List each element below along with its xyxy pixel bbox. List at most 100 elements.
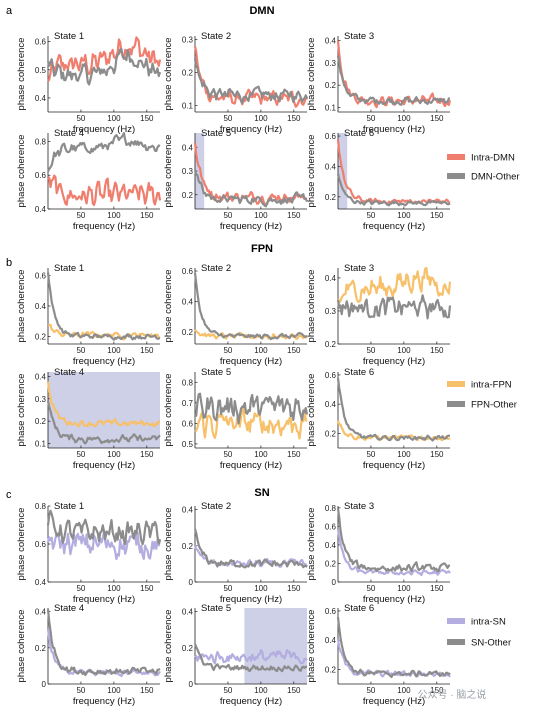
- chart-sn-state-2: 50 100 150 0 0.2 0.4 State 2 frequency (Hz) phas…: [163, 501, 308, 605]
- y-tick-label: 0.4: [325, 541, 337, 550]
- y-tick-label: 0.3: [35, 395, 47, 404]
- y-tick-label: 0.4: [325, 400, 337, 409]
- panel-state-label: State 4: [54, 367, 84, 378]
- y-tick-label: 0.3: [325, 307, 337, 316]
- y-axis-label: phase coherence: [16, 508, 27, 581]
- series-line-fpn-other: [193, 272, 308, 341]
- chart-dmn-state-5: 50 100 150 0.2 0.3 0.4 State 5 frequency (Hz) ph…: [163, 128, 309, 232]
- y-tick-label: 0.6: [325, 371, 337, 380]
- y-axis-label: phase coherence: [306, 38, 317, 111]
- y-tick-label: 0.4: [182, 506, 194, 515]
- x-tick-label: 50: [76, 450, 85, 459]
- series-line-intra-dmn: [336, 139, 451, 205]
- y-tick-label: 0.3: [325, 59, 337, 68]
- series-line-intra-fpn: [46, 381, 161, 428]
- panel-state-label: State 1: [54, 501, 84, 512]
- x-tick-label: 100: [397, 346, 411, 355]
- x-axis-label: frequency (Hz): [363, 356, 425, 367]
- y-tick-label: 0: [189, 578, 194, 587]
- x-tick-label: 50: [223, 346, 232, 355]
- y-tick-label: 0.5: [35, 66, 47, 75]
- panel-letter-c: c: [6, 489, 12, 501]
- y-axis-label: phase coherence: [163, 270, 174, 343]
- series-line-intra-dmn: [47, 174, 162, 207]
- y-tick-label: 0.3: [182, 35, 194, 44]
- x-tick-label: 50: [223, 584, 232, 593]
- series-line-sn-other: [193, 643, 308, 673]
- panel-state-label: State 4: [54, 128, 84, 139]
- x-tick-label: 50: [76, 114, 85, 123]
- y-axis-label: phase coherence: [306, 374, 317, 447]
- chart-fpn-state-5: 50 100 150 0.5 0.6 0.7 0.8 State 5 frequency (Hz…: [163, 367, 309, 471]
- x-axis-label: frequency (Hz): [363, 696, 425, 707]
- y-tick-label: 0.4: [325, 636, 337, 645]
- panel-state-label: State 6: [344, 367, 374, 378]
- x-axis-label: frequency (Hz): [73, 594, 135, 605]
- panel-state-label: State 1: [54, 31, 84, 42]
- series-line-dmn-other: [46, 47, 162, 86]
- y-tick-label: 0: [332, 578, 337, 587]
- x-tick-label: 150: [287, 114, 301, 123]
- group-title-fpn: FPN: [251, 243, 273, 255]
- series-line-intra-fpn: [336, 266, 452, 304]
- series-line-dmn-other: [47, 132, 161, 172]
- chart-dmn-state-6: 50 100 150 0.2 0.4 0.6 State 6 frequency (Hz) ph…: [306, 128, 451, 232]
- y-tick-label: 0.6: [35, 38, 47, 47]
- y-tick-label: 0.6: [182, 419, 194, 428]
- y-axis-label: phase coherence: [16, 610, 27, 683]
- x-tick-label: 100: [107, 686, 121, 695]
- y-axis-label: phase coherence: [16, 135, 27, 208]
- x-tick-label: 150: [287, 686, 301, 695]
- panel-state-label: State 3: [344, 31, 374, 42]
- x-tick-label: 100: [254, 584, 268, 593]
- panel-state-label: State 4: [54, 603, 84, 614]
- x-axis-label: frequency (Hz): [73, 356, 135, 367]
- x-axis-label: frequency (Hz): [220, 221, 282, 232]
- panel-state-label: State 2: [201, 263, 231, 274]
- x-tick-label: 50: [76, 346, 85, 355]
- x-tick-label: 150: [287, 584, 301, 593]
- y-tick-label: 0.4: [35, 205, 47, 214]
- chart-sn-state-1: 50 100 150 0.4 0.6 0.8 State 1 frequency (Hz) ph…: [16, 501, 162, 605]
- legends: Intra-DMN DMN-Other intra-FPN FPN-Other intr…: [447, 153, 520, 649]
- y-tick-label: 0.4: [182, 143, 194, 152]
- y-tick-label: 0.2: [35, 644, 47, 653]
- series-line-dmn-other: [336, 55, 451, 106]
- x-tick-label: 150: [140, 211, 154, 220]
- x-tick-label: 50: [366, 584, 375, 593]
- series-line-fpn-other: [46, 400, 161, 445]
- y-tick-label: 0.4: [35, 94, 47, 103]
- y-tick-label: 0.2: [35, 417, 47, 426]
- y-axis-label: phase coherence: [16, 374, 27, 447]
- x-axis-label: frequency (Hz): [363, 221, 425, 232]
- panel-state-label: State 2: [201, 501, 231, 512]
- x-axis-label: frequency (Hz): [73, 124, 135, 135]
- series-line-fpn-other: [46, 272, 161, 341]
- panel-letter-a: a: [6, 5, 13, 17]
- y-axis-label: phase coherence: [306, 508, 317, 581]
- x-tick-label: 50: [366, 686, 375, 695]
- chart-dmn-state-3: 50 100 150 0.1 0.2 0.3 0.4 State 3 frequency (Hz…: [306, 31, 452, 135]
- series-line-fpn-other: [336, 294, 452, 320]
- series-line-fpn-other: [336, 377, 450, 442]
- x-tick-label: 100: [107, 346, 121, 355]
- x-tick-label: 50: [366, 346, 375, 355]
- series-line-dmn-other: [193, 170, 309, 208]
- legend-label-intra-fpn: intra-FPN: [471, 380, 512, 391]
- x-tick-label: 50: [223, 211, 232, 220]
- x-tick-label: 150: [140, 450, 154, 459]
- y-tick-label: 0.4: [35, 372, 47, 381]
- series-line-intra-fpn: [194, 404, 308, 440]
- panel-state-label: State 6: [344, 603, 374, 614]
- y-tick-label: 0.4: [325, 274, 337, 283]
- y-axis-label: phase coherence: [163, 38, 174, 111]
- y-tick-label: 0.6: [35, 540, 47, 549]
- group-title-dmn: DMN: [249, 5, 274, 17]
- x-tick-label: 150: [287, 211, 301, 220]
- y-axis-label: phase coherence: [163, 135, 174, 208]
- y-tick-label: 0.2: [182, 68, 194, 77]
- x-axis-label: frequency (Hz): [363, 594, 425, 605]
- x-tick-label: 150: [287, 450, 301, 459]
- legend-label-intra-dmn: Intra-DMN: [471, 153, 515, 164]
- y-tick-label: 0.2: [182, 644, 194, 653]
